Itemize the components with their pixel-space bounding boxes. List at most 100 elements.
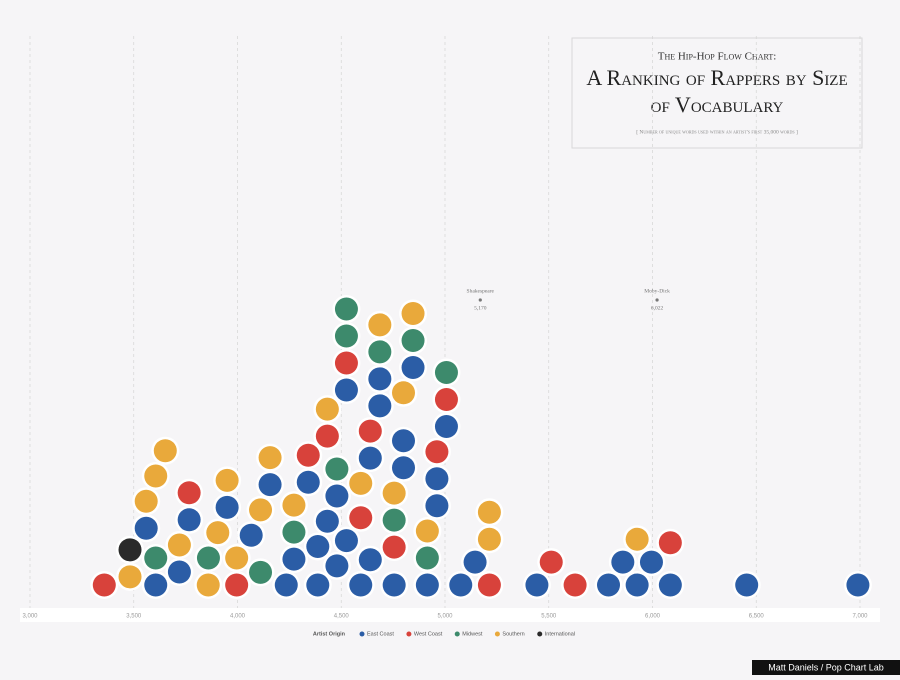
x-tick-label: 7,000: [852, 614, 868, 620]
x-tick-label: 6,000: [645, 614, 661, 620]
artist-dot: [401, 329, 425, 353]
artist-dot: [153, 439, 177, 463]
artist-dot: [334, 324, 358, 348]
legend-label: East Coast: [367, 631, 394, 637]
x-tick-label: 4,500: [334, 614, 350, 620]
artist-dot: [658, 531, 682, 555]
artist-dot: [177, 481, 201, 505]
x-tick-label: 3,000: [22, 614, 38, 620]
artist-dot: [118, 565, 142, 589]
axis-band: [20, 608, 880, 622]
artist-dot: [349, 573, 373, 597]
artist-dot: [282, 493, 306, 517]
artist-dot: [92, 573, 116, 597]
annotation-marker: [655, 298, 659, 302]
artist-dot: [846, 573, 870, 597]
artist-dot: [274, 573, 298, 597]
artist-dot: [249, 498, 273, 522]
artist-dot: [306, 573, 330, 597]
artist-dot: [434, 414, 458, 438]
annotation-value: 5,170: [474, 305, 487, 311]
annotation-marker: [478, 298, 482, 302]
artist-dot: [225, 573, 249, 597]
artist-dot: [325, 457, 349, 481]
artist-dot: [477, 527, 501, 551]
artist-dot: [368, 340, 392, 364]
title-kicker: The Hip-Hop Flow Chart:: [658, 51, 777, 63]
artist-dot: [477, 573, 501, 597]
artist-dot: [296, 470, 320, 494]
legend-swatch: [537, 631, 543, 637]
legend-label: Southern: [502, 631, 524, 637]
artist-dot: [392, 429, 415, 453]
artist-dot: [315, 424, 339, 448]
artist-dot: [639, 550, 663, 574]
artist-dot: [325, 554, 349, 578]
chart-title: A Ranking of Rappers by Size of Vocabula…: [586, 65, 848, 117]
artist-dot: [167, 560, 191, 584]
artist-dot: [334, 297, 358, 321]
artist-dot: [282, 547, 306, 571]
artist-dot: [334, 351, 358, 375]
x-tick-label: 6,500: [749, 614, 765, 620]
legend-swatch: [406, 631, 412, 637]
artist-dot: [134, 516, 158, 540]
artist-dot: [325, 484, 349, 508]
artist-dot: [358, 446, 382, 470]
artist-dot: [196, 573, 220, 597]
artist-dot: [539, 550, 563, 574]
artist-dot: [625, 573, 649, 597]
annotation-text: Shakespeare: [467, 288, 495, 294]
artist-dot: [144, 464, 168, 488]
title-wrap: A Ranking of Rappers by Size of Vocabula…: [586, 65, 848, 117]
artist-dot: [315, 509, 339, 533]
artist-dot: [315, 397, 339, 421]
annotation-value: 6,022: [651, 305, 664, 311]
artist-dot: [334, 529, 358, 553]
artist-dot: [239, 523, 263, 547]
legend-swatch: [359, 631, 365, 637]
artist-dot: [215, 495, 239, 519]
artist-dot: [368, 367, 392, 391]
artist-dot: [425, 494, 449, 518]
x-tick-label: 5,500: [541, 614, 557, 620]
subtitle: [ Number of unique words used within an …: [636, 129, 798, 135]
artist-dot: [415, 546, 439, 570]
artist-dot: [434, 387, 458, 411]
title-box: [571, 37, 863, 149]
artist-dot: [144, 573, 168, 597]
artist-dot: [358, 419, 382, 443]
artist-dot: [401, 302, 425, 326]
artist-dot: [215, 468, 239, 492]
artist-dot: [415, 573, 439, 597]
artist-dot: [306, 534, 330, 558]
artist-dot: [134, 489, 158, 513]
artist-dot: [368, 394, 392, 418]
artist-dot: [735, 573, 759, 597]
artist-dot: [597, 573, 621, 597]
artist-dot: [349, 506, 373, 530]
artist-dot: [425, 440, 449, 464]
artist-dot: [382, 481, 406, 505]
legend-swatch: [454, 631, 460, 637]
artist-dot: [358, 548, 382, 572]
artist-dot: [658, 573, 682, 597]
artist-dot: [625, 527, 649, 551]
artist-dot: [382, 535, 406, 559]
artist-dot: [449, 573, 473, 597]
artist-dot: [382, 573, 406, 597]
legend-label: International: [545, 631, 575, 637]
artist-dot: [282, 520, 306, 544]
artist-dot: [392, 456, 415, 480]
artist-dot: [167, 533, 191, 557]
artist-dot: [425, 467, 449, 491]
legend-label: Midwest: [462, 631, 483, 637]
artist-dot: [296, 443, 320, 467]
credit-box: [752, 660, 900, 675]
artist-dot: [434, 360, 458, 384]
legend-title: Artist Origin: [313, 631, 346, 637]
artist-dot: [334, 378, 358, 402]
credit: Matt Daniels / Pop Chart Lab: [768, 662, 884, 672]
artist-dot: [563, 573, 587, 597]
